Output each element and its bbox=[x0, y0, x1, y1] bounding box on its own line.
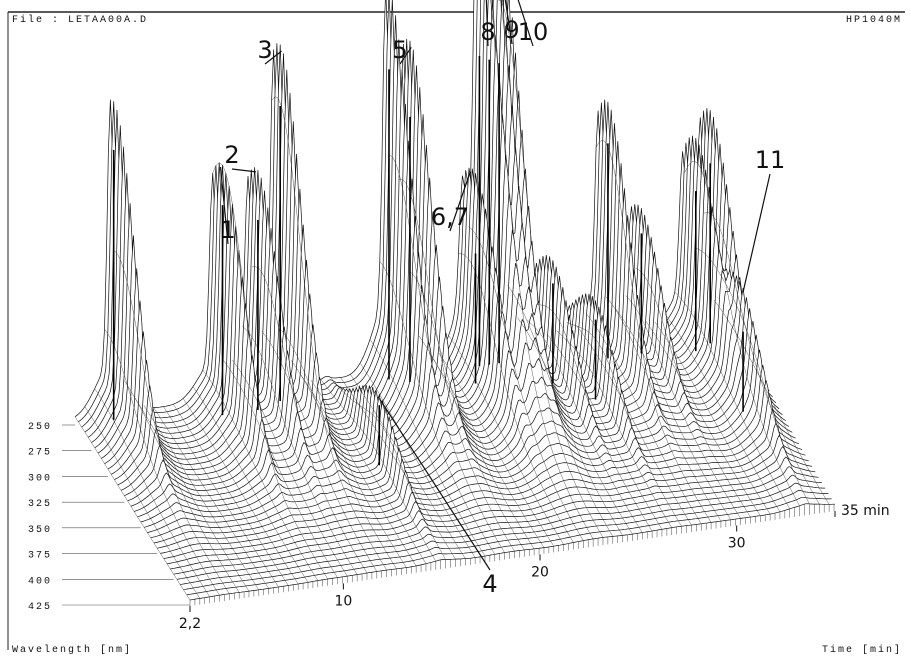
annotation: 6,7 bbox=[431, 203, 469, 231]
annotation: 10 bbox=[518, 18, 549, 46]
y-tick-label: 425 bbox=[28, 602, 52, 613]
chart: File : LETAA00A.D HP1040M Wavelength [nm… bbox=[0, 0, 911, 658]
instrument: HP1040M bbox=[846, 15, 902, 26]
x-tick-label: 30 bbox=[728, 535, 746, 551]
y-tick-label: 350 bbox=[28, 525, 52, 536]
x-tick-label: 35 min bbox=[841, 503, 890, 519]
y-tick-label: 400 bbox=[28, 576, 52, 587]
y-tick-label: 275 bbox=[28, 448, 52, 459]
y-tick-label: 250 bbox=[28, 422, 52, 433]
annotation: 11 bbox=[755, 146, 786, 174]
y-tick-label: 300 bbox=[28, 473, 52, 484]
annotation: 3 bbox=[257, 36, 272, 64]
annotation: 8 bbox=[480, 18, 495, 46]
y-tick-label: 375 bbox=[28, 551, 52, 562]
annotation: 5 bbox=[392, 36, 407, 64]
file-title: File : LETAA00A.D bbox=[12, 14, 148, 26]
y-axis-label: Wavelength [nm] bbox=[12, 644, 132, 656]
annotation: 2 bbox=[224, 141, 239, 169]
x-tick-label: 2,2 bbox=[179, 616, 201, 632]
annotation: 4 bbox=[482, 570, 497, 598]
x-tick-label: 10 bbox=[334, 593, 352, 609]
annotation: 1 bbox=[220, 216, 235, 244]
y-tick-label: 325 bbox=[28, 499, 52, 510]
x-axis-label: Time [min] bbox=[822, 644, 902, 656]
x-tick-label: 20 bbox=[531, 564, 549, 580]
